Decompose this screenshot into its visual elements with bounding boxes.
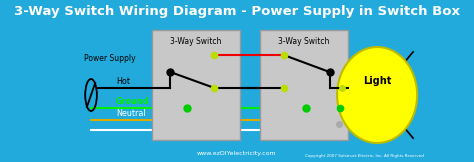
Text: Power Supply: Power Supply	[83, 54, 135, 63]
Text: 3-Way Switch: 3-Way Switch	[278, 37, 330, 46]
Bar	[152, 30, 239, 140]
Text: 3-Way Switch: 3-Way Switch	[170, 37, 221, 46]
Text: Ground: Ground	[116, 97, 149, 106]
Text: Hot: Hot	[116, 77, 130, 86]
Text: 3-Way Switch Wiring Diagram - Power Supply in Switch Box: 3-Way Switch Wiring Diagram - Power Supp…	[14, 5, 460, 17]
Text: Light: Light	[363, 76, 392, 86]
Ellipse shape	[337, 47, 417, 143]
Bar	[260, 30, 348, 140]
Text: Copyright 2007 Solstruct Electric, Inc. All Rights Reserved: Copyright 2007 Solstruct Electric, Inc. …	[305, 154, 424, 158]
Text: Neutral: Neutral	[116, 109, 146, 118]
Text: www.ezDIYelectricity.com: www.ezDIYelectricity.com	[197, 151, 277, 156]
